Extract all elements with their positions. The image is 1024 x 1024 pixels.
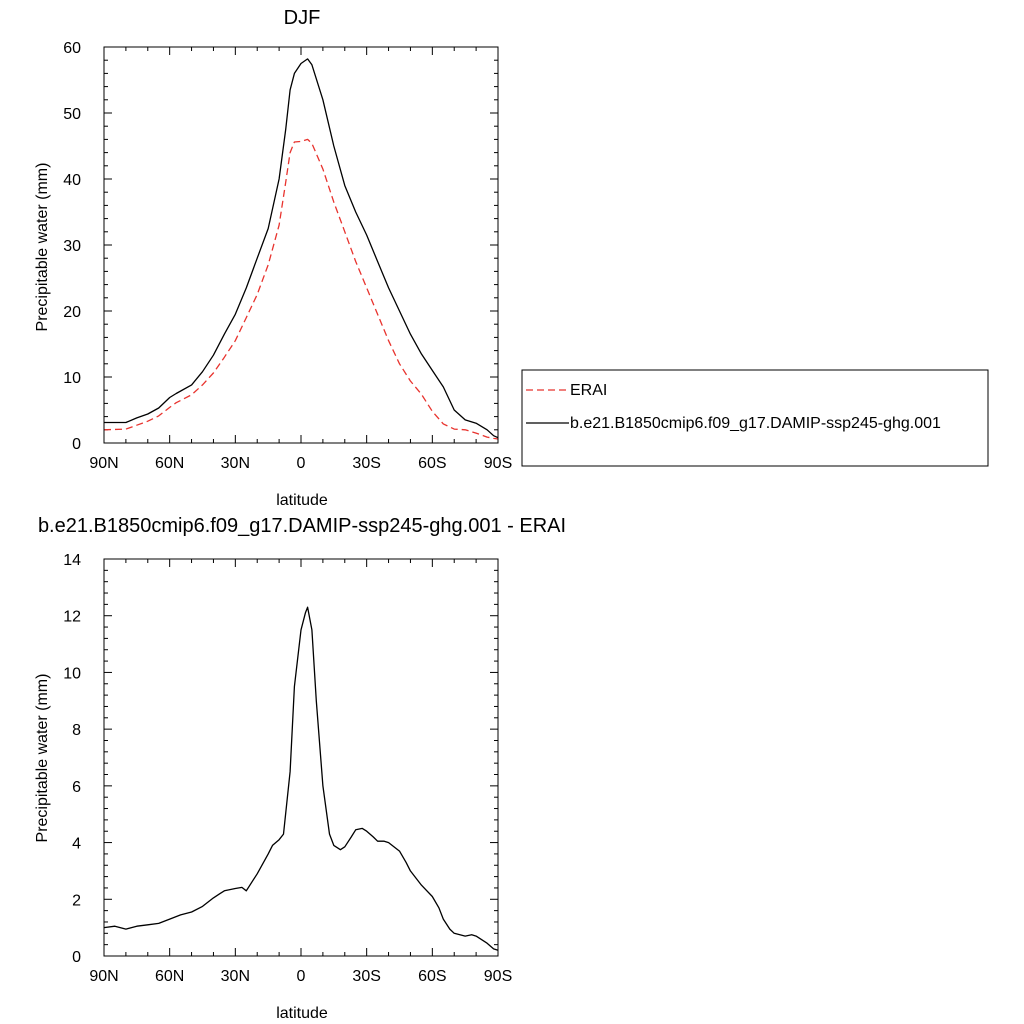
y-tick-label: 10 (63, 665, 81, 682)
top-panel: DJF 90N 60N 30N 0 30S 60S 90S 0 10 20 30 40 50 60 lat… (34, 7, 512, 509)
y-axis-label: Precipitable water (mm) (34, 674, 51, 843)
y-tick-label: 50 (63, 106, 81, 123)
y-tick-label: 0 (72, 436, 81, 453)
difference-line (103, 606, 499, 951)
x-tick-label: 60S (418, 455, 446, 472)
y-tick-label: 12 (63, 609, 81, 626)
legend-label-model: b.e21.B1850cmip6.f09_g17.DAMIP-ssp245-gh… (570, 415, 941, 432)
plot-frame (103, 46, 499, 444)
y-tick-label: 14 (63, 552, 81, 569)
y-tick-label: 8 (72, 722, 81, 739)
x-tick-label: 60N (155, 455, 184, 472)
x-tick-label: 30S (352, 968, 380, 985)
y-tick-label: 40 (63, 172, 81, 189)
axis-ticks (103, 46, 499, 444)
series-line-erai (103, 138, 499, 440)
x-tick-label: 90N (89, 968, 118, 985)
y-axis-label: Precipitable water (mm) (34, 163, 51, 332)
x-axis-label: latitude (276, 492, 328, 509)
y-tick-label: 10 (63, 370, 81, 387)
tick-labels: 90N 60N 30N 0 30S 60S 90S 0 2 4 6 8 10 12 14 (63, 552, 512, 985)
legend: ERAI b.e21.B1850cmip6.f09_g17.DAMIP-ssp2… (521, 369, 989, 467)
tick-labels: 90N 60N 30N 0 30S 60S 90S 0 10 20 30 40 50 60 (63, 40, 512, 472)
x-tick-label: 30N (221, 455, 250, 472)
series-lines (103, 606, 499, 951)
x-tick-label: 0 (297, 455, 306, 472)
y-tick-label: 30 (63, 238, 81, 255)
x-tick-label: 90S (484, 968, 512, 985)
y-tick-label: 0 (72, 949, 81, 966)
x-tick-label: 60S (418, 968, 446, 985)
y-tick-label: 4 (72, 836, 81, 853)
axis-ticks (103, 558, 499, 957)
chart-title: b.e21.B1850cmip6.f09_g17.DAMIP-ssp245-gh… (38, 515, 566, 537)
x-tick-label: 90S (484, 455, 512, 472)
y-tick-label: 6 (72, 779, 81, 796)
x-tick-label: 30N (221, 968, 250, 985)
x-tick-label: 30S (352, 455, 380, 472)
x-tick-label: 90N (89, 455, 118, 472)
series-lines (103, 58, 499, 440)
bottom-panel: b.e21.B1850cmip6.f09_g17.DAMIP-ssp245-gh… (34, 515, 566, 1022)
legend-label-erai: ERAI (570, 382, 607, 399)
plot-frame (103, 558, 499, 957)
x-axis-label: latitude (276, 1005, 328, 1022)
y-tick-label: 60 (63, 40, 81, 57)
legend-box (521, 369, 989, 467)
y-tick-label: 2 (72, 892, 81, 909)
x-tick-label: 0 (297, 968, 306, 985)
chart-title: DJF (284, 7, 321, 29)
y-tick-label: 20 (63, 304, 81, 321)
x-tick-label: 60N (155, 968, 184, 985)
series-line-model (104, 58, 499, 439)
